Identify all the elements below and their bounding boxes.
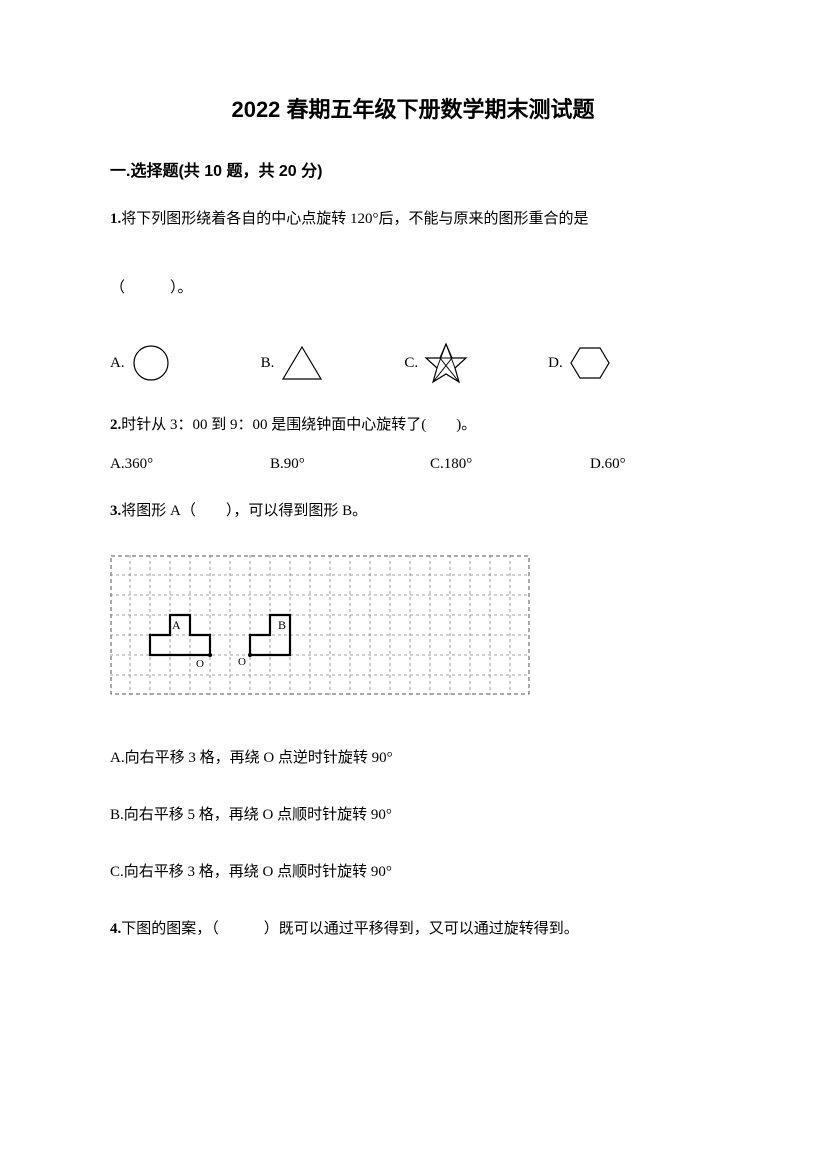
q3-opt-a: A.向右平移 3 格，再绕 O 点逆时针旋转 90°	[110, 745, 716, 772]
q3-label-o1: O	[196, 658, 204, 670]
q2-opt-d: D.60°	[590, 451, 626, 478]
q4-body: 下图的图案，（ ）既可以通过平移得到，又可以通过旋转得到。	[121, 921, 579, 937]
hexagon-icon	[569, 344, 611, 382]
question-1: 1.将下列图形绕着各自的中心点旋转 120°后，不能与原来的图形重合的是 （ ）…	[110, 206, 716, 384]
q1-blank: （ ）。	[110, 275, 193, 302]
q1-opt-c-label: C.	[404, 350, 418, 377]
q3-grid-figure: A B O O	[110, 555, 716, 705]
q3-text: 3.将图形 A（ ），可以得到图形 B。	[110, 498, 716, 525]
triangle-icon	[280, 344, 324, 382]
q3-body: 将图形 A（ ），可以得到图形 B。	[121, 503, 367, 519]
q1-opt-d-label: D.	[548, 350, 563, 377]
q4-text: 4.下图的图案，（ ）既可以通过平移得到，又可以通过旋转得到。	[110, 916, 716, 943]
q2-options: A.360° B.90° C.180° D.60°	[110, 451, 716, 478]
q1-text: 1.将下列图形绕着各自的中心点旋转 120°后，不能与原来的图形重合的是	[110, 206, 716, 233]
q2-body: 时针从 3：00 到 9：00 是围绕钟面中心旋转了( )。	[121, 417, 476, 433]
q2-num: 2.	[110, 417, 121, 433]
q1-options: A. B. C. D.	[110, 342, 716, 384]
circle-icon	[131, 343, 171, 383]
q1-opt-a-label: A.	[110, 350, 125, 377]
q3-label-b: B	[278, 618, 286, 632]
q1-body: 将下列图形绕着各自的中心点旋转 120°后，不能与原来的图形重合的是	[121, 211, 588, 227]
q2-opt-a: A.360°	[110, 451, 270, 478]
q3-label-a: A	[172, 618, 181, 632]
page-title: 2022 春期五年级下册数学期末测试题	[110, 90, 716, 130]
q1-num: 1.	[110, 211, 121, 227]
grid-shapes-icon: A B O O	[110, 555, 530, 695]
q2-text: 2.时针从 3：00 到 9：00 是围绕钟面中心旋转了( )。	[110, 412, 716, 439]
q1-opt-a: A.	[110, 343, 171, 383]
q1-opt-c: C.	[404, 342, 468, 384]
star-icon	[424, 342, 468, 384]
q3-opt-c: C.向右平移 3 格，再绕 O 点顺时针旋转 90°	[110, 859, 716, 886]
question-4: 4.下图的图案，（ ）既可以通过平移得到，又可以通过旋转得到。	[110, 916, 716, 943]
q1-opt-b-label: B.	[261, 350, 275, 377]
q3-label-o2: O	[238, 656, 246, 668]
section-header: 一.选择题(共 10 题，共 20 分)	[110, 158, 716, 187]
q2-opt-b: B.90°	[270, 451, 430, 478]
q4-num: 4.	[110, 921, 121, 937]
question-2: 2.时针从 3：00 到 9：00 是围绕钟面中心旋转了( )。 A.360° …	[110, 412, 716, 478]
q3-num: 3.	[110, 503, 121, 519]
q3-opt-b: B.向右平移 5 格，再绕 O 点顺时针旋转 90°	[110, 802, 716, 829]
q1-opt-d: D.	[548, 344, 611, 382]
q2-opt-c: C.180°	[430, 451, 590, 478]
question-3: 3.将图形 A（ ），可以得到图形 B。	[110, 498, 716, 886]
q1-opt-b: B.	[261, 344, 325, 382]
